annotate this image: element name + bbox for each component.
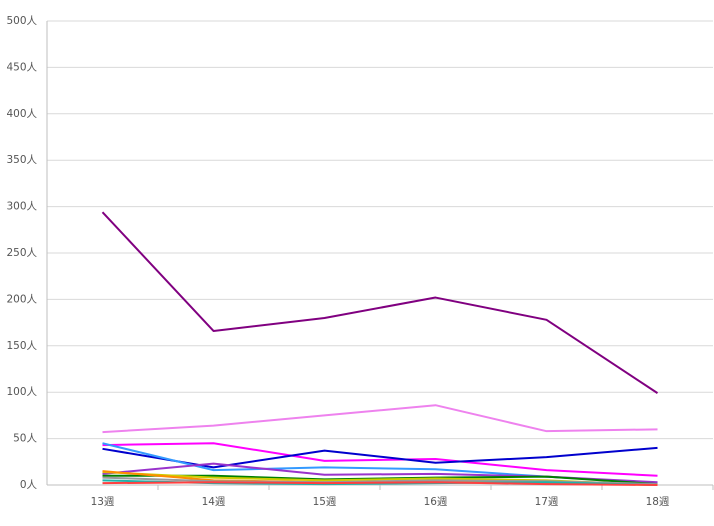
y-tick-label: 400人 xyxy=(6,108,37,120)
y-tick-label: 300人 xyxy=(6,201,37,213)
x-tick-label: 17週 xyxy=(535,496,559,508)
y-tick-label: 0人 xyxy=(20,479,38,491)
series-line xyxy=(102,442,658,477)
series-line xyxy=(102,481,658,486)
series-line xyxy=(101,211,659,394)
y-tick-label: 50人 xyxy=(13,433,37,445)
y-tick-label: 500人 xyxy=(6,15,37,27)
x-tick-label: 16週 xyxy=(424,496,448,508)
y-tick-label: 250人 xyxy=(6,247,37,259)
y-tick-label: 150人 xyxy=(6,340,37,352)
series-line xyxy=(102,446,658,469)
x-tick-label: 15週 xyxy=(313,496,337,508)
x-tick-label: 14週 xyxy=(202,496,226,508)
y-tick-label: 350人 xyxy=(6,154,37,166)
x-tick-label: 13週 xyxy=(91,496,115,508)
y-tick-label: 100人 xyxy=(6,386,37,398)
series-line xyxy=(102,404,658,434)
y-tick-label: 200人 xyxy=(6,293,37,305)
x-tick-label: 18週 xyxy=(646,496,670,508)
y-tick-label: 450人 xyxy=(6,61,37,73)
